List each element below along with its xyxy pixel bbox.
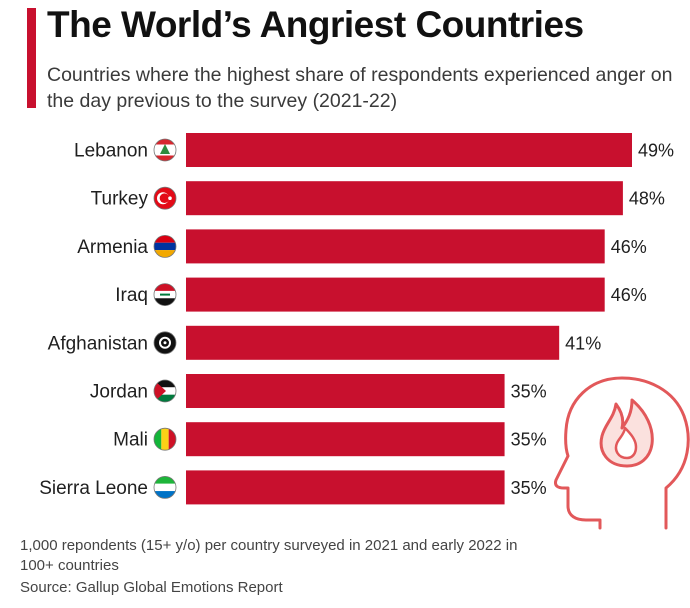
category-label: Armenia bbox=[77, 237, 148, 258]
category-label: Mali bbox=[113, 430, 148, 451]
country-flag-icon bbox=[153, 234, 177, 258]
country-flag-icon bbox=[153, 138, 177, 162]
value-label: 35% bbox=[511, 382, 547, 402]
title-accent-bar bbox=[27, 8, 36, 108]
category-label: Turkey bbox=[91, 189, 149, 210]
bars-layer: Lebanon 49% Turkey 48% Armenia 46% Iraq 46% Afgh… bbox=[39, 133, 674, 505]
country-flag-icon bbox=[153, 475, 177, 499]
angry-head-flame-icon bbox=[554, 376, 690, 530]
bar bbox=[186, 229, 605, 264]
bar-row-sierra-leone: Sierra Leone 35% bbox=[39, 470, 547, 505]
bar-row-turkey: Turkey 48% bbox=[91, 181, 665, 216]
bar-row-lebanon: Lebanon 49% bbox=[74, 133, 674, 167]
value-label: 46% bbox=[611, 285, 647, 305]
category-label: Iraq bbox=[115, 285, 148, 306]
bar-row-afghanistan: Afghanistan 41% bbox=[48, 325, 601, 360]
value-label: 41% bbox=[565, 333, 601, 353]
bar-row-iraq: Iraq 46% bbox=[115, 277, 647, 312]
category-label: Jordan bbox=[90, 382, 148, 403]
bar bbox=[186, 374, 505, 408]
footnote: 1,000 repondents (15+ y/o) per country s… bbox=[20, 537, 518, 574]
chart-title: The World’s Angriest Countries bbox=[47, 4, 584, 45]
bar bbox=[186, 133, 632, 167]
country-flag-icon bbox=[153, 331, 177, 355]
country-flag-icon bbox=[153, 283, 177, 307]
category-label: Sierra Leone bbox=[39, 478, 148, 499]
category-label: Afghanistan bbox=[48, 333, 148, 354]
country-flag-icon bbox=[153, 379, 177, 403]
bar-row-jordan: Jordan 35% bbox=[90, 374, 547, 408]
value-label: 48% bbox=[629, 189, 665, 209]
value-label: 49% bbox=[638, 141, 674, 161]
value-label: 35% bbox=[511, 430, 547, 450]
bar-row-mali: Mali 35% bbox=[113, 422, 547, 457]
bar bbox=[186, 422, 505, 457]
value-label: 35% bbox=[511, 478, 547, 498]
country-flag-icon bbox=[153, 186, 177, 210]
bar bbox=[186, 325, 560, 360]
country-flag-icon bbox=[153, 427, 177, 451]
chart-subtitle: Countries where the highest share of res… bbox=[47, 64, 673, 112]
bar-row-armenia: Armenia 46% bbox=[77, 229, 647, 264]
bar bbox=[186, 470, 505, 505]
bar bbox=[186, 277, 605, 312]
category-label: Lebanon bbox=[74, 141, 148, 162]
bar bbox=[186, 181, 623, 216]
source-line: Source: Gallup Global Emotions Report bbox=[20, 579, 283, 596]
value-label: 46% bbox=[611, 237, 647, 257]
